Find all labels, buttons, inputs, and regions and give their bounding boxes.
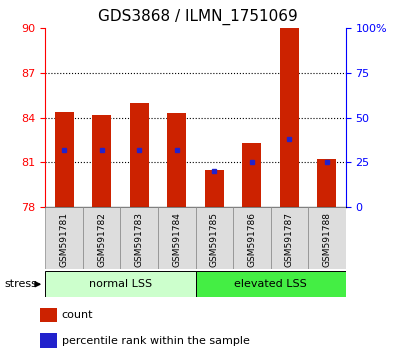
Bar	[40, 308, 57, 322]
Text: percentile rank within the sample: percentile rank within the sample	[62, 336, 250, 346]
Bar	[271, 207, 308, 269]
Text: stress: stress	[4, 279, 37, 289]
Bar	[45, 207, 83, 269]
Text: GSM591786: GSM591786	[247, 212, 256, 267]
Bar	[308, 207, 346, 269]
Text: GSM591785: GSM591785	[210, 212, 219, 267]
Text: GSM591788: GSM591788	[322, 212, 331, 267]
Text: GSM591783: GSM591783	[135, 212, 144, 267]
Bar	[243, 143, 261, 207]
Bar	[130, 103, 149, 207]
Bar	[196, 207, 233, 269]
Text: GSM591787: GSM591787	[285, 212, 294, 267]
Bar	[83, 207, 120, 269]
Bar	[40, 333, 57, 348]
Bar	[120, 207, 158, 269]
Bar	[55, 112, 73, 207]
Text: elevated LSS: elevated LSS	[234, 279, 307, 289]
Bar	[205, 170, 224, 207]
Bar	[318, 159, 336, 207]
Text: normal LSS: normal LSS	[89, 279, 152, 289]
Bar	[233, 207, 271, 269]
Text: count: count	[62, 310, 93, 320]
Bar	[167, 113, 186, 207]
Bar	[92, 115, 111, 207]
Text: GSM591782: GSM591782	[97, 212, 106, 267]
Bar	[45, 271, 196, 297]
Bar	[196, 271, 346, 297]
Text: GSM591781: GSM591781	[60, 212, 69, 267]
Text: GDS3868 / ILMN_1751069: GDS3868 / ILMN_1751069	[98, 9, 297, 25]
Bar	[280, 28, 299, 207]
Bar	[158, 207, 196, 269]
Text: GSM591784: GSM591784	[172, 212, 181, 267]
